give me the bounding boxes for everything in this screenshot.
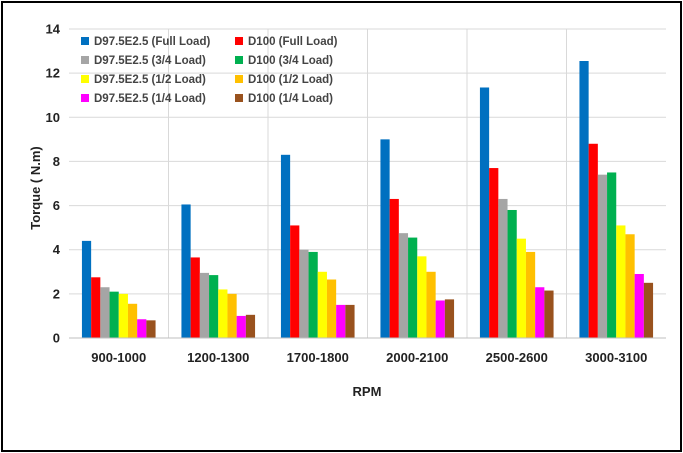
bar: [479, 87, 490, 338]
bar: [516, 238, 526, 338]
bar: [426, 271, 436, 338]
bar: [280, 154, 291, 338]
x-tick-label: 3000-3100: [585, 350, 647, 365]
bar: [444, 299, 455, 338]
x-axis-label: RPM: [353, 384, 382, 399]
x-tick-label: 2500-2600: [486, 350, 548, 365]
legend-swatch: [235, 56, 243, 64]
x-tick-label: 2000-2100: [386, 350, 448, 365]
y-tick-label: 2: [53, 286, 60, 301]
bar: [489, 168, 499, 338]
bar: [326, 279, 337, 338]
bar: [336, 304, 346, 338]
legend-swatch: [81, 75, 89, 83]
y-tick-label: 12: [46, 66, 60, 81]
bar: [100, 287, 110, 338]
legend-entry-label: D100 (1/4 Load): [248, 93, 333, 105]
legend-entry-label: D100 (3/4 Load): [248, 55, 333, 67]
bar: [146, 320, 156, 338]
legend-entry-label: D100 (1/2 Load): [248, 74, 333, 86]
y-tick-label: 10: [46, 110, 60, 125]
bar: [398, 233, 409, 338]
axes: 0 2 4 6 8 10 12 14 900-1000 1200-1300 1700-1800 200…: [46, 22, 666, 365]
legend-swatch: [81, 56, 89, 64]
legend-swatch: [81, 94, 89, 102]
bar: [597, 174, 608, 338]
legend-swatch: [235, 75, 243, 83]
bar: [507, 209, 517, 338]
bar: [227, 293, 237, 338]
bar: [127, 303, 138, 338]
bar: [118, 293, 128, 338]
bar: [579, 61, 589, 338]
legend: D97.5E2.5 (Full Load) D100 (Full Load) D97…: [81, 36, 338, 105]
bar: [245, 314, 256, 338]
legend-swatch: [81, 37, 89, 45]
legend-entry-label: D97.5E2.5 (1/2 Load): [94, 74, 206, 86]
bar: [91, 277, 101, 338]
bar: [190, 257, 200, 338]
bar: [588, 143, 598, 338]
bar: [317, 271, 327, 338]
bar: [345, 304, 355, 338]
bar: [109, 291, 119, 338]
y-tick-label: 4: [53, 242, 61, 257]
x-tick-label: 900-1000: [91, 350, 146, 365]
bar: [435, 300, 445, 338]
bar: [643, 282, 654, 338]
legend-entry-label: D100 (Full Load): [248, 36, 338, 48]
legend-entry-label: D97.5E2.5 (1/4 Load): [94, 93, 206, 105]
y-axis-label: Torque ( N.m): [28, 146, 43, 230]
legend-entry-label: D97.5E2.5 (3/4 Load): [94, 55, 206, 67]
bar: [389, 198, 399, 338]
bar: [380, 139, 390, 338]
y-tick-label: 14: [46, 22, 61, 37]
x-tick-label: 1200-1300: [187, 350, 249, 365]
bars: [81, 61, 654, 338]
legend-swatch: [235, 37, 243, 45]
bar: [209, 275, 219, 338]
bar: [634, 273, 644, 338]
bar: [498, 198, 508, 338]
bar: [81, 240, 92, 338]
bar: [236, 315, 246, 338]
y-tick-label: 6: [53, 198, 60, 213]
bar: [607, 172, 617, 338]
bar: [535, 287, 545, 338]
bar: [625, 234, 635, 338]
legend-swatch: [235, 94, 243, 102]
bar: [616, 225, 626, 338]
y-tick-label: 8: [53, 154, 60, 169]
x-tick-label: 1700-1800: [287, 350, 349, 365]
bar: [544, 290, 554, 338]
bar: [137, 319, 147, 338]
bar: [308, 251, 318, 338]
y-tick-label: 0: [53, 331, 60, 346]
bar: [525, 251, 536, 338]
legend-entry-label: D97.5E2.5 (Full Load): [94, 36, 210, 48]
bar: [417, 256, 427, 338]
bar: [181, 204, 191, 338]
bar: [199, 272, 210, 338]
bar: [218, 289, 228, 338]
bar: [290, 225, 300, 338]
bar: [299, 249, 309, 338]
bar: [408, 237, 418, 338]
